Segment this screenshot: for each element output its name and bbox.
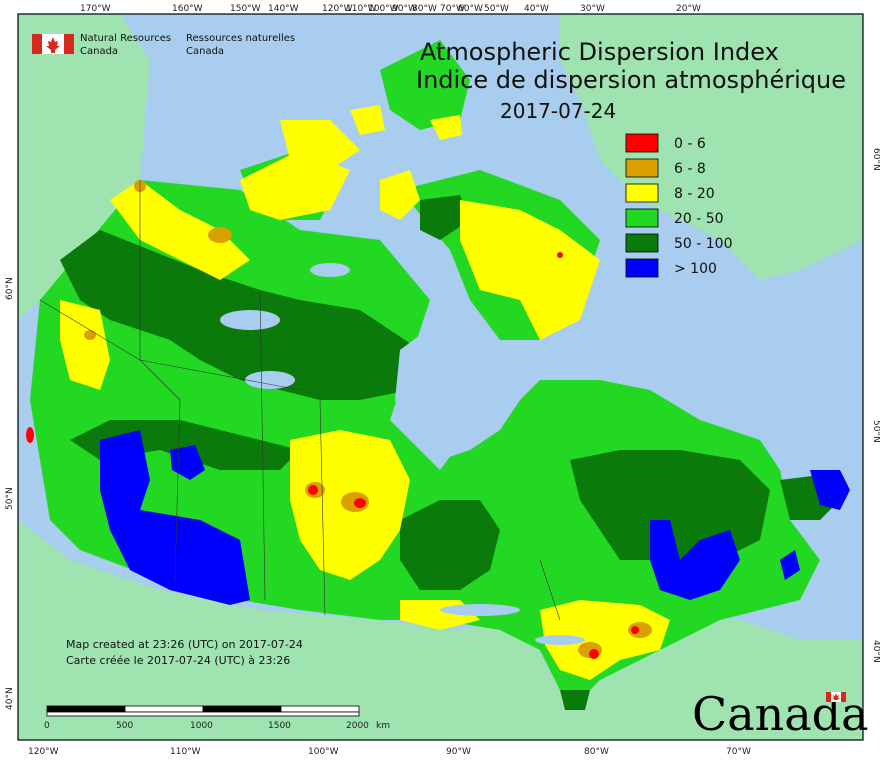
scale-unit: km [376,721,390,731]
legend-swatch-1 [625,158,659,178]
agency-fr-line1: Ressources naturelles [186,33,295,44]
left-lat-2: 40°N [5,687,15,710]
scale-tick-2: 1000 [190,721,213,731]
inland-water [220,263,585,645]
bottom-lon-2: 100°W [308,747,339,757]
bottom-lon-4: 80°W [584,747,609,757]
bottom-lon-1: 110°W [170,747,201,757]
legend-label-1: 6 - 8 [674,161,706,177]
top-lon-0: 170°W [80,4,111,14]
outside-land [18,14,863,740]
legend-label-5: > 100 [674,261,717,277]
legend-label-3: 20 - 50 [674,211,724,227]
top-lon-8: 80°W [412,4,437,14]
legend-swatch-4 [625,233,659,253]
top-lon-7: 90°W [392,4,417,14]
agency-signature: Natural Resources Canada Ressources natu… [32,33,295,57]
legend-label-0: 0 - 6 [674,136,706,152]
map-title: Atmospheric Dispersion Index Indice de d… [416,38,846,123]
credits-line1: Map created at 23:26 (UTC) on 2017-07-24 [66,638,303,651]
top-lon-9: 70°W [440,4,465,14]
bottom-lon-5: 70°W [726,747,751,757]
top-lon-1: 160°W [172,4,203,14]
top-lon-4: 120°W [322,4,353,14]
wordmark-flag-icon [826,692,846,702]
title-date: 2017-07-24 [500,99,616,123]
top-lon-3: 140°W [268,4,299,14]
legend-swatch-2 [625,183,659,203]
bottom-lon-0: 120°W [28,747,59,757]
zone-8-20 [60,105,670,680]
map-frame [17,13,864,741]
agency-en-line2: Canada [80,46,118,57]
left-lat-1: 50°N [5,487,15,510]
top-lon-14: 20°W [676,4,701,14]
provincial-borders [39,180,561,621]
bottom-longitude-labels: 120°W 110°W 100°W 90°W 80°W 70°W [28,747,751,757]
credits-line2: Carte créée le 2017-07-24 (UTC) à 23:26 [66,654,290,667]
right-lat-0: 60°N [871,148,880,171]
legend-swatch-3 [625,208,659,228]
legend-swatch-5 [625,258,659,278]
scale-tick-0: 0 [44,721,50,731]
scale-tick-1: 500 [116,721,133,731]
left-latitude-labels: 60°N 50°N 40°N [5,277,15,710]
top-longitude-labels: 170°W 160°W 150°W 140°W 120°W 110°W 100°… [80,4,701,14]
right-lat-1: 50°N [871,420,880,443]
legend-swatch-0 [625,133,659,153]
title-line2: Indice de dispersion atmosphérique [416,66,846,94]
top-lon-2: 150°W [230,4,261,14]
top-lon-12: 40°W [524,4,549,14]
bottom-lon-3: 90°W [446,747,471,757]
canada-wordmark: Canada [692,687,869,741]
agency-en-line1: Natural Resources [80,33,171,44]
canada-flag-icon [32,34,74,54]
top-lon-6: 100°W [368,4,399,14]
left-lat-0: 60°N [5,277,15,300]
top-lon-13: 30°W [580,4,605,14]
top-lon-10: 60°W [458,4,483,14]
agency-fr-line2: Canada [186,46,224,57]
legend: 0 - 6 6 - 8 8 - 20 20 - 50 50 - 100 > 100 [625,133,733,278]
legend-label-4: 50 - 100 [674,236,733,252]
scalebar: 0 500 1000 1500 2000 km [44,705,390,731]
title-line1: Atmospheric Dispersion Index [420,38,779,66]
scale-tick-3: 1500 [268,721,291,731]
zone-over-100 [100,430,850,605]
zone-0-6 [26,252,639,659]
top-lon-11: 50°W [484,4,509,14]
top-lon-5: 110°W [346,4,377,14]
right-latitude-labels: 60°N 50°N 40°N [871,148,880,663]
legend-label-2: 8 - 20 [674,186,715,202]
scale-tick-4: 2000 [346,721,369,731]
right-lat-2: 40°N [871,640,880,663]
